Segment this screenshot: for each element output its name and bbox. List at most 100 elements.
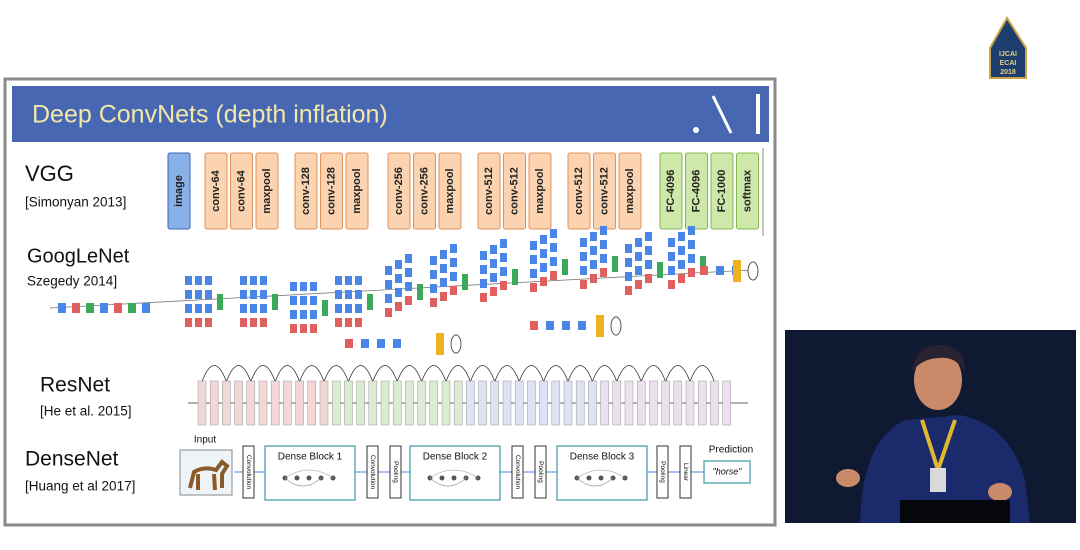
googlenet-node <box>668 280 675 289</box>
model-name: DenseNet <box>25 448 119 471</box>
googlenet-node <box>500 239 507 248</box>
resnet-layer <box>392 380 402 426</box>
googlenet-node <box>500 281 507 290</box>
googlenet-node <box>688 240 695 249</box>
googlenet-node <box>385 280 392 289</box>
resnet-layer <box>575 380 585 426</box>
slide-title: Deep ConvNets (depth inflation) <box>32 101 388 129</box>
vgg-layer-label: maxpool <box>534 168 546 213</box>
vgg-layer <box>477 152 501 230</box>
googlenet-node <box>310 324 317 333</box>
googlenet-node <box>86 303 94 313</box>
googlenet-node <box>385 266 392 275</box>
googlenet-node <box>355 290 362 299</box>
googlenet-node <box>260 318 267 327</box>
googlenet-node <box>580 238 587 247</box>
googlenet-node <box>355 304 362 313</box>
vgg-layer-label: conv-256 <box>418 167 430 215</box>
googlenet-node <box>335 290 342 299</box>
resnet-layer <box>258 380 268 426</box>
resnet-layer <box>722 380 731 426</box>
resnet-layer <box>417 380 426 426</box>
googlenet-node <box>195 276 202 285</box>
prediction-label: Prediction <box>709 445 753 456</box>
vgg-layer-label: softmax <box>741 169 753 212</box>
googlenet-node <box>600 268 607 277</box>
googlenet-node <box>480 293 487 302</box>
googlenet-concat <box>462 274 468 290</box>
resnet-skip <box>397 365 422 382</box>
googlenet-node <box>430 256 437 265</box>
vgg-layer-label: conv-512 <box>483 167 495 215</box>
googlenet-node <box>450 244 457 253</box>
googlenet-node <box>300 310 307 319</box>
vgg-layer-label: FC-4096 <box>690 170 702 213</box>
googlenet-concat <box>612 256 618 272</box>
vgg-layer-label: conv-512 <box>508 167 520 215</box>
logo-text: ECAI <box>1000 60 1017 67</box>
transition-label: Pooling <box>659 461 666 483</box>
googlenet-node <box>540 277 547 286</box>
googlenet-node <box>405 254 412 263</box>
speaker-video <box>785 330 1076 523</box>
googlenet-node <box>240 318 247 327</box>
googlenet-node <box>195 318 202 327</box>
googlenet-node <box>240 290 247 299</box>
vgg-layer <box>659 152 683 230</box>
googlenet-concat <box>512 269 518 285</box>
vgg-layer-label: maxpool <box>444 168 456 213</box>
googlenet-node <box>590 246 597 255</box>
googlenet-node <box>395 302 402 311</box>
resnet-layer <box>661 380 670 426</box>
googlenet-node <box>185 276 192 285</box>
citation: Szegedy 2014] <box>27 274 117 289</box>
googlenet-node <box>635 280 642 289</box>
resnet-layer <box>209 380 219 426</box>
googlenet-node <box>635 252 642 261</box>
vgg-layer <box>438 152 462 230</box>
googlenet-node <box>355 318 362 327</box>
googlenet-node <box>530 255 537 264</box>
googlenet-output <box>596 315 604 337</box>
resnet-skip <box>592 365 617 382</box>
googlenet-node <box>590 260 597 269</box>
googlenet-node <box>530 283 537 292</box>
dense-links <box>576 469 626 487</box>
vgg-layer-label: conv-512 <box>573 167 585 215</box>
googlenet-node <box>678 246 685 255</box>
resnet-skip <box>470 365 495 382</box>
transition-layer <box>679 445 692 499</box>
resnet-layer <box>527 380 536 426</box>
vgg-layer <box>204 152 228 230</box>
resnet-layer <box>636 380 646 426</box>
model-name: VGG <box>25 161 74 186</box>
vgg-layer <box>710 152 734 230</box>
prediction-box <box>703 460 751 484</box>
resnet-layer <box>270 380 280 426</box>
googlenet-node <box>250 276 257 285</box>
resnet-layer <box>710 380 719 426</box>
transition-label: Pooling <box>537 461 544 483</box>
googlenet-node <box>490 259 497 268</box>
googlenet-node <box>540 263 547 272</box>
resnet-layer <box>344 380 353 426</box>
resnet-layer <box>563 380 573 426</box>
vgg-layer-label: maxpool <box>261 168 273 213</box>
dense-node <box>294 475 300 481</box>
googlenet-node <box>562 321 570 330</box>
resnet-layer <box>283 380 292 426</box>
googlenet-node <box>72 303 80 313</box>
vgg-layer <box>528 152 552 230</box>
vgg-layer-label: conv-512 <box>598 167 610 215</box>
googlenet-node <box>430 298 437 307</box>
googlenet-node <box>405 282 412 291</box>
googlenet-node <box>550 243 557 252</box>
resnet-skip <box>543 365 569 382</box>
vgg-layer-label: maxpool <box>624 168 636 213</box>
googlenet-node <box>688 226 695 235</box>
googlenet-node <box>550 257 557 266</box>
googlenet-node <box>290 296 297 305</box>
resnet-skip <box>567 365 593 382</box>
badge <box>930 468 946 492</box>
vgg-layer <box>255 152 279 230</box>
